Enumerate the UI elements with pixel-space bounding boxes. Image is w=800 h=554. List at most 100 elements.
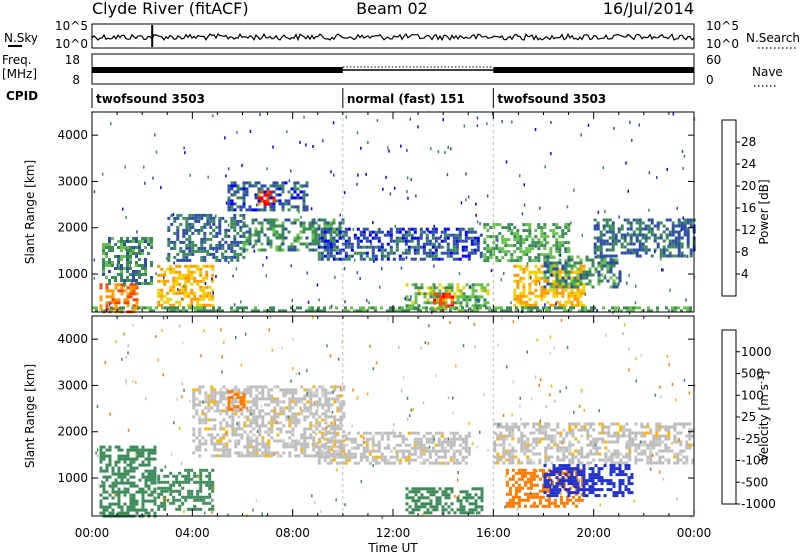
range-cell bbox=[602, 233, 606, 237]
noise-speckle bbox=[240, 300, 242, 304]
range-cell bbox=[344, 434, 348, 438]
range-cell bbox=[129, 246, 132, 249]
range-cell bbox=[194, 213, 198, 217]
range-cell bbox=[614, 242, 618, 246]
range-cell bbox=[105, 475, 109, 479]
noise-speckle bbox=[155, 150, 158, 154]
range-cell bbox=[492, 235, 496, 239]
range-cell bbox=[243, 415, 247, 419]
range-cell bbox=[534, 294, 538, 298]
range-cell bbox=[377, 461, 381, 465]
range-cell bbox=[671, 306, 674, 310]
range-cell bbox=[401, 257, 405, 261]
range-cell bbox=[278, 233, 282, 237]
range-cell bbox=[365, 251, 369, 255]
range-cell bbox=[488, 309, 491, 313]
range-cell bbox=[245, 242, 249, 246]
range-cell bbox=[609, 285, 613, 289]
range-cell bbox=[634, 455, 638, 459]
range-cell bbox=[270, 424, 274, 428]
range-cell bbox=[216, 403, 220, 407]
range-cell bbox=[211, 273, 215, 277]
range-cell bbox=[326, 251, 330, 255]
range-cell bbox=[398, 227, 402, 231]
range-cell bbox=[172, 501, 176, 505]
noise-speckle bbox=[501, 120, 503, 124]
range-cell bbox=[395, 242, 399, 246]
range-cell bbox=[585, 273, 589, 277]
range-cell bbox=[210, 436, 214, 440]
range-cell bbox=[266, 202, 270, 206]
range-cell bbox=[248, 205, 252, 209]
range-cell bbox=[359, 455, 363, 459]
range-cell bbox=[315, 391, 319, 395]
range-cell bbox=[561, 282, 565, 286]
range-cell bbox=[401, 455, 405, 459]
range-cell bbox=[608, 230, 612, 234]
range-cell bbox=[187, 477, 191, 481]
range-cell bbox=[102, 508, 106, 512]
range-cell bbox=[323, 306, 326, 310]
range-cell bbox=[577, 428, 581, 432]
range-cell bbox=[502, 461, 506, 465]
noise-speckle bbox=[604, 210, 606, 213]
range-cell bbox=[117, 289, 121, 293]
range-cell bbox=[264, 448, 268, 452]
range-cell bbox=[664, 434, 668, 438]
range-cell bbox=[608, 309, 611, 313]
range-cell bbox=[218, 306, 221, 310]
range-cell bbox=[631, 437, 635, 441]
range-cell bbox=[296, 218, 300, 222]
range-cell bbox=[327, 391, 331, 395]
range-cell bbox=[111, 237, 114, 240]
range-cell bbox=[213, 394, 217, 398]
range-cell bbox=[631, 443, 635, 447]
range-cell bbox=[386, 242, 390, 246]
range-cell bbox=[190, 291, 194, 295]
range-cell bbox=[202, 480, 206, 484]
range-cell bbox=[279, 388, 283, 392]
range-cell bbox=[182, 258, 186, 262]
range-cell bbox=[203, 213, 207, 217]
range-cell bbox=[278, 199, 282, 203]
range-cell bbox=[443, 230, 447, 234]
range-cell bbox=[522, 270, 526, 274]
range-cell bbox=[543, 223, 547, 227]
range-cell bbox=[582, 267, 586, 271]
range-cell bbox=[347, 227, 351, 231]
range-cell bbox=[278, 248, 282, 252]
range-cell bbox=[237, 388, 241, 392]
range-cell bbox=[132, 283, 136, 287]
range-cell bbox=[555, 288, 559, 292]
range-cell bbox=[455, 257, 459, 261]
range-cell bbox=[105, 490, 109, 494]
range-cell bbox=[685, 461, 689, 465]
range-cell bbox=[333, 400, 337, 404]
range-cell bbox=[170, 222, 174, 226]
range-cell bbox=[102, 261, 105, 264]
range-cell bbox=[632, 248, 636, 252]
range-cell bbox=[311, 218, 315, 222]
noise-speckle bbox=[333, 173, 335, 177]
range-cell bbox=[204, 415, 208, 419]
noise-speckle bbox=[465, 172, 467, 176]
range-cell bbox=[626, 242, 630, 246]
range-cell bbox=[643, 431, 647, 435]
range-cell bbox=[574, 437, 578, 441]
range-cell bbox=[610, 461, 614, 465]
range-cell bbox=[276, 412, 280, 416]
range-cell bbox=[303, 454, 307, 458]
range-cell bbox=[197, 219, 201, 223]
range-cell bbox=[520, 486, 524, 490]
range-cell bbox=[273, 439, 277, 443]
range-cell bbox=[336, 433, 340, 437]
range-cell bbox=[570, 291, 574, 295]
range-cell bbox=[685, 455, 689, 459]
range-cell bbox=[650, 254, 654, 258]
range-cell bbox=[567, 285, 571, 289]
range-cell bbox=[178, 492, 182, 496]
range-cell bbox=[117, 273, 120, 276]
range-cell bbox=[592, 443, 596, 447]
range-cell bbox=[225, 454, 229, 458]
range-cell bbox=[231, 394, 235, 398]
